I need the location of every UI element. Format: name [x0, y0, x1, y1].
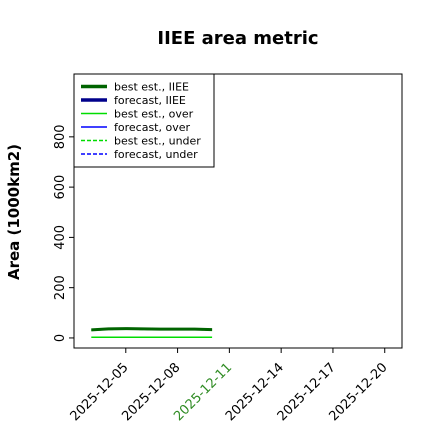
chart-title: IIEE area metric [157, 28, 318, 49]
y-tick-label: 0 [53, 334, 68, 342]
series-line [91, 327, 213, 332]
legend-box [73, 73, 215, 168]
y-tick-label: 800 [53, 124, 68, 149]
y-tick-label: 400 [53, 225, 68, 250]
legend-entry: forecast, IIEE [114, 94, 186, 107]
legend-entry: forecast, over [114, 121, 190, 134]
legend-entry: forecast, under [114, 148, 198, 161]
y-axis-label: Area (1000km2) [5, 144, 23, 280]
y-tick-label: 600 [53, 175, 68, 200]
plot-frame [73, 73, 403, 349]
legend-entry: best est., over [114, 108, 194, 121]
y-tick-label: 200 [53, 275, 68, 300]
legend-entry: best est., under [114, 135, 201, 148]
legend-entry: best est., IIEE [114, 81, 189, 94]
